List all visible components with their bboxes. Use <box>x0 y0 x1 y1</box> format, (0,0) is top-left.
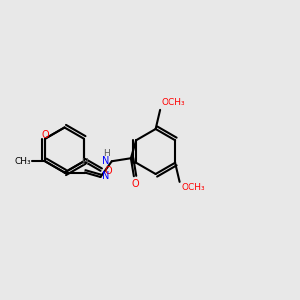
Text: OCH₃: OCH₃ <box>181 183 205 192</box>
Text: H: H <box>103 149 110 158</box>
Text: OCH₃: OCH₃ <box>162 98 185 107</box>
Text: N: N <box>102 170 110 181</box>
Text: O: O <box>104 166 112 176</box>
Text: O: O <box>41 130 49 140</box>
Text: N: N <box>102 156 110 166</box>
Text: H: H <box>81 158 88 167</box>
Text: O: O <box>132 179 139 189</box>
Text: CH₃: CH₃ <box>15 157 31 166</box>
